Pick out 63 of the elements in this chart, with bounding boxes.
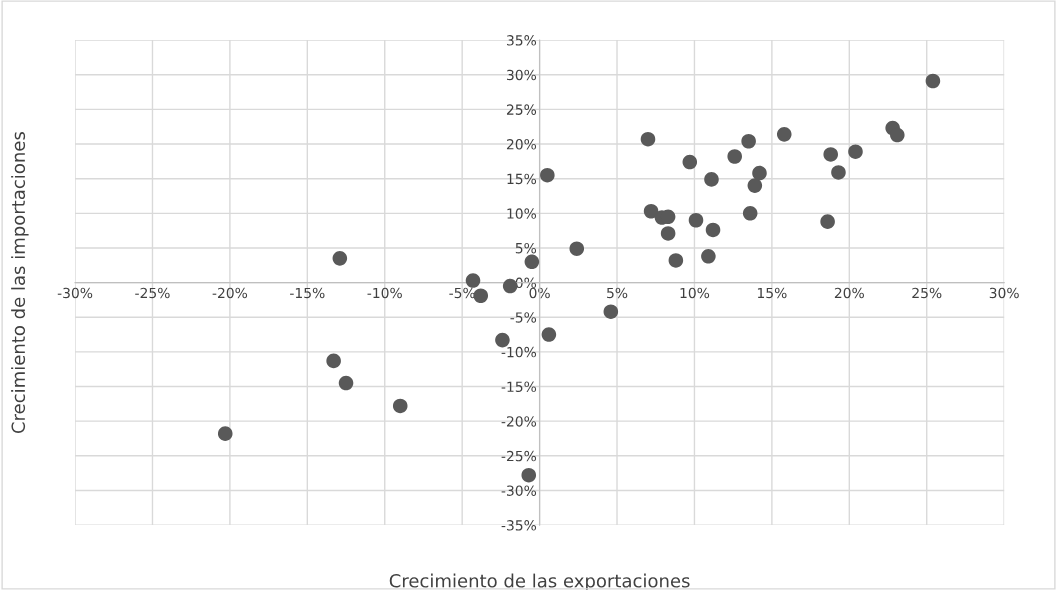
y-tick-label: -25% (501, 450, 537, 462)
y-tick-label: 20% (506, 139, 537, 150)
point (704, 172, 719, 187)
point (332, 251, 348, 266)
x-tick-label: 5% (607, 287, 628, 299)
point (465, 273, 481, 288)
y-tick-label: 5% (515, 242, 537, 254)
point (752, 165, 767, 181)
point (925, 73, 941, 89)
point (392, 398, 408, 414)
x-tick-label: -20% (212, 287, 248, 299)
y-tick-label: 15% (507, 173, 537, 185)
point (848, 144, 863, 159)
point (823, 147, 838, 162)
point (338, 375, 354, 391)
x-tick-label: 15% (757, 287, 787, 299)
x-tick-label: -15% (290, 287, 325, 299)
point (776, 127, 792, 142)
point (727, 149, 742, 164)
x-tick-label: 20% (834, 287, 864, 299)
x-tick-label: -10% (367, 287, 402, 299)
y-tick-label: 30% (507, 69, 537, 81)
x-tick-label: 30% (989, 287, 1019, 299)
y-tick-label: -10% (501, 346, 537, 358)
point (831, 165, 846, 180)
y-axis-title: Crecimiento de las importaciones (11, 132, 29, 434)
x-tick-label: -5% (449, 287, 475, 299)
x-tick-label: 10% (680, 287, 710, 299)
point (495, 332, 510, 348)
y-tick-label: -20% (501, 416, 537, 427)
point (541, 327, 557, 342)
point (603, 304, 619, 319)
point (890, 127, 905, 143)
point (742, 206, 758, 221)
point (668, 253, 684, 268)
point (705, 222, 721, 238)
point (640, 131, 656, 147)
point (326, 353, 341, 369)
point (701, 249, 716, 264)
point (741, 133, 756, 149)
y-tick-label: 25% (506, 104, 537, 115)
point (217, 426, 233, 441)
x-tick-label: -30% (57, 287, 93, 299)
point (473, 288, 489, 304)
point (643, 203, 659, 219)
y-tick-label: -15% (501, 381, 537, 393)
point (682, 154, 698, 170)
x-tick-label: 25% (912, 287, 942, 299)
point (524, 254, 540, 270)
point (688, 212, 704, 228)
x-tick-label: -25% (135, 287, 170, 299)
x-tick-label: 0% (529, 287, 550, 299)
point (540, 167, 555, 183)
y-tick-label: 35% (507, 35, 537, 46)
y-tick-label: -35% (501, 520, 537, 531)
point (747, 178, 763, 193)
point (820, 214, 835, 229)
point (569, 241, 585, 256)
point (660, 226, 676, 241)
y-tick-label: -30% (501, 485, 537, 496)
y-tick-label: 10% (507, 208, 537, 219)
y-tick-label: -5% (510, 312, 537, 323)
point (521, 467, 537, 483)
